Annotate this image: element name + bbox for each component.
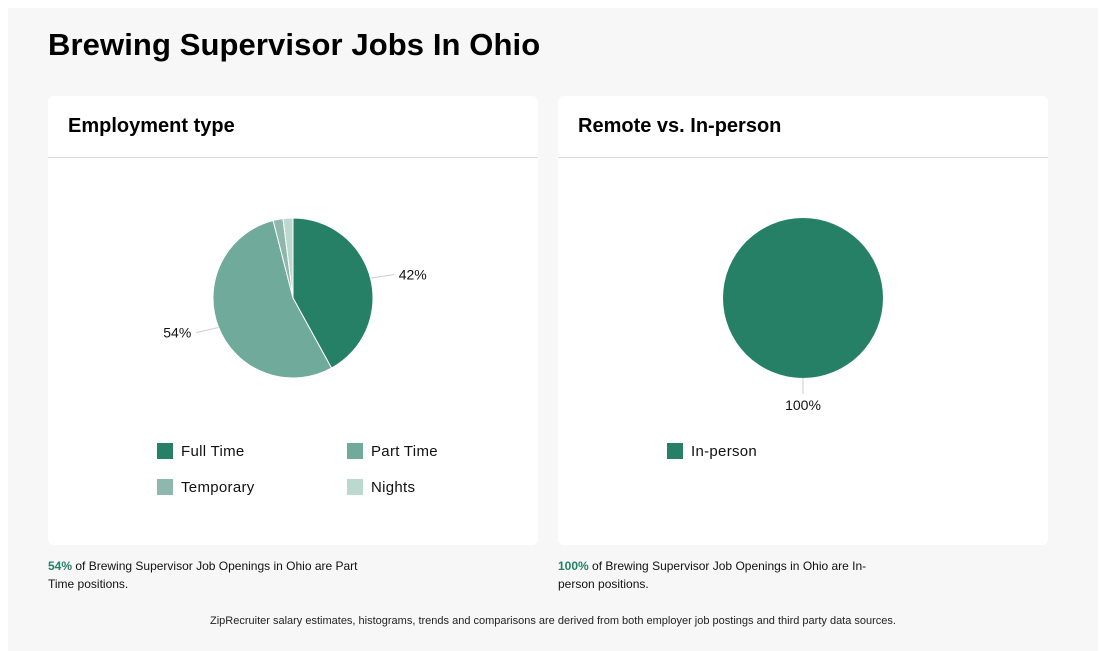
remote-vs-in-person-title: Remote vs. In-person — [578, 115, 782, 137]
legend-label-in-person: In-person — [691, 442, 758, 460]
remote-vs-in-person-legend: In-person — [667, 442, 1007, 522]
legend-item-part-time: Part Time — [347, 442, 438, 460]
legend-swatch-temporary — [157, 479, 173, 495]
employment-type-note: 54% of Brewing Supervisor Job Openings i… — [48, 557, 368, 593]
remote-vs-in-person-note: 100% of Brewing Supervisor Job Openings … — [558, 557, 878, 593]
employment-type-pie-chart: 42% 54% — [163, 217, 427, 379]
pie-slice-full-time — [292, 217, 374, 369]
remote-vs-in-person-card: Remote vs. In-person 100% In-person — [558, 96, 1048, 545]
legend-label-full-time: Full Time — [181, 442, 245, 460]
legend-swatch-full-time — [157, 443, 173, 459]
pie-label-part-time: 54% — [163, 325, 191, 341]
legend-swatch-nights — [347, 479, 363, 495]
legend-item-temporary: Temporary — [157, 478, 255, 496]
page-title: Brewing Supervisor Jobs In Ohio — [48, 27, 541, 62]
legend-label-temporary: Temporary — [181, 478, 255, 496]
remote-vs-in-person-pie-chart: 100% — [723, 218, 883, 413]
remote-vs-in-person-card-header: Remote vs. In-person — [558, 96, 1048, 158]
pie-label-in-person: 100% — [785, 397, 821, 413]
employment-type-card-header: Employment type — [48, 96, 538, 158]
employment-type-note-percent: 54% — [48, 559, 73, 573]
legend-swatch-in-person — [667, 443, 683, 459]
remote-vs-in-person-note-percent: 100% — [558, 559, 589, 573]
legend-item-full-time: Full Time — [157, 442, 245, 460]
pie-slice-in-person — [723, 218, 883, 378]
pie-label-full-time: 42% — [399, 267, 427, 283]
legend-item-in-person: In-person — [667, 442, 757, 460]
employment-type-note-text: of Brewing Supervisor Job Openings in Oh… — [48, 559, 358, 591]
remote-vs-in-person-note-text: of Brewing Supervisor Job Openings in Oh… — [558, 559, 867, 591]
legend-label-nights: Nights — [371, 478, 416, 496]
employment-type-title: Employment type — [68, 115, 235, 137]
legend-swatch-part-time — [347, 443, 363, 459]
pie-slice-part-time — [212, 219, 333, 379]
employment-type-legend: Full Time Part Time Temporary Nights — [157, 442, 497, 522]
legend-item-nights: Nights — [347, 478, 415, 496]
pie-slice-nights — [282, 217, 294, 299]
pie-leader-line-part-time — [196, 326, 219, 334]
employment-type-card: Employment type 42% 54% Full Time Part Tim… — [48, 96, 538, 545]
legend-label-part-time: Part Time — [371, 442, 438, 460]
pie-leader-line-full-time — [370, 274, 394, 279]
footer-disclaimer: ZipRecruiter salary estimates, histogram… — [210, 615, 896, 627]
